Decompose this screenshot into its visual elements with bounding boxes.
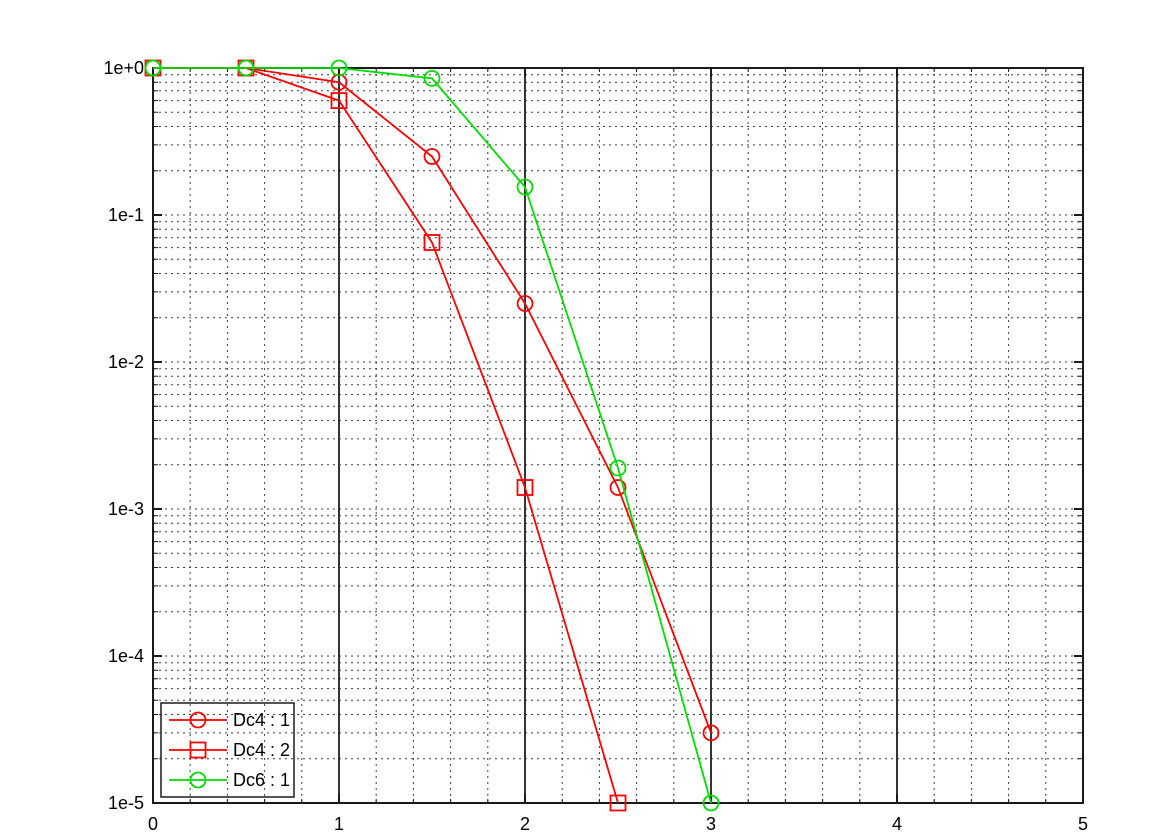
- data-point-marker: [702, 724, 720, 742]
- series-line: [153, 67, 712, 804]
- series-1: [144, 59, 627, 812]
- data-point-marker: [144, 59, 162, 77]
- x-tick-label: 3: [706, 814, 716, 834]
- legend: Dc4 : 1 Dc4 : 2 Dc6 : 1: [160, 702, 295, 798]
- series-0: [144, 59, 720, 742]
- data-point-marker: [330, 59, 348, 77]
- data-point-marker: [189, 741, 207, 759]
- y-tick-label: 1e-4: [108, 646, 144, 666]
- legend-entry: Dc6 : 1: [169, 770, 290, 790]
- data-point-marker: [609, 479, 627, 496]
- data-point-marker: [423, 69, 441, 87]
- series-line: [153, 67, 619, 804]
- data-point-marker: [609, 794, 627, 812]
- y-tick-label: 1e-1: [108, 205, 144, 225]
- data-point-marker: [516, 479, 534, 496]
- legend-label: Dc4 : 1: [233, 710, 290, 730]
- plot-frame: [152, 67, 1084, 804]
- data-point-marker: [237, 59, 255, 77]
- y-tick-label: 1e-5: [108, 793, 144, 813]
- legend-entry: Dc4 : 1: [169, 710, 290, 730]
- data-point-marker: [702, 794, 720, 812]
- x-tick-label: 0: [148, 814, 158, 834]
- data-point-marker: [189, 711, 207, 729]
- data-point-marker: [189, 771, 207, 789]
- data-point-marker: [423, 234, 441, 251]
- x-tick-label: 5: [1078, 814, 1088, 834]
- data-point-marker: [609, 459, 627, 477]
- series-line: [153, 67, 712, 734]
- legend-box: [160, 702, 295, 798]
- x-tick-label: 4: [892, 814, 902, 834]
- data-point-marker: [516, 295, 534, 312]
- legend-entry: Dc4 : 2: [169, 740, 290, 760]
- series-2: [144, 59, 720, 812]
- x-tick-label: 2: [520, 814, 530, 834]
- data-point-marker: [516, 178, 534, 196]
- data-point-marker: [330, 92, 348, 110]
- y-tick-label: 1e+0: [103, 58, 144, 78]
- legend-label: Dc4 : 2: [233, 740, 290, 760]
- x-tick-label: 1: [334, 814, 344, 834]
- data-point-marker: [423, 148, 441, 165]
- legend-label: Dc6 : 1: [233, 770, 290, 790]
- y-tick-label: 1e-2: [108, 352, 144, 372]
- y-tick-label: 1e-3: [108, 499, 144, 519]
